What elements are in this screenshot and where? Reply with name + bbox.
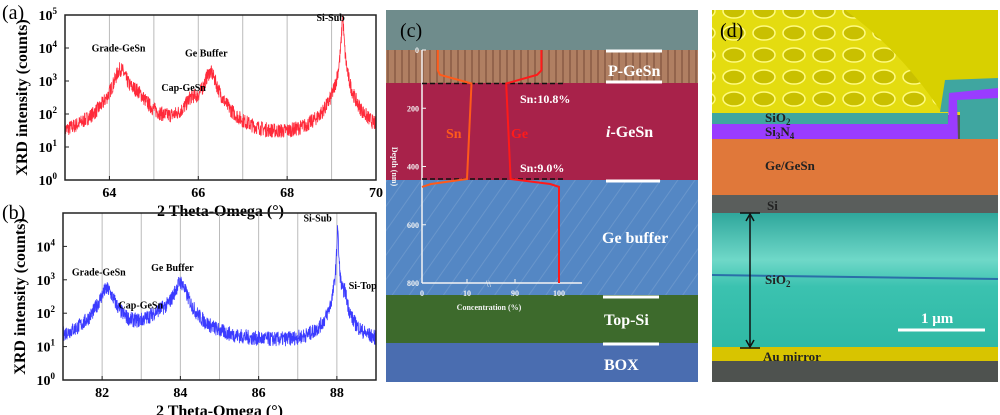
y-tick-label: 104 [39, 39, 58, 57]
peak-label: Si-Top [349, 281, 377, 292]
thickness-arrow [740, 212, 760, 349]
y-tick-label: 200 [407, 104, 419, 113]
layer-label-i-gesn: i-GeSn [606, 124, 653, 141]
y-tick-label: 103 [39, 72, 58, 90]
x-tick-label: 90 [511, 289, 519, 298]
peak-label: Si-Sub [316, 13, 345, 24]
y-tick-label: 105 [39, 6, 58, 24]
layer-au-mirror [712, 347, 998, 361]
peak-label: Cap-GeSn [119, 300, 164, 311]
x-tick-label: 86 [252, 386, 266, 401]
peak-label: Grade-GeSn [92, 44, 146, 55]
y-tick-label: 102 [37, 304, 56, 322]
panel-label-c: (c) [400, 20, 422, 42]
series-label-sn: Sn [446, 127, 462, 142]
y-axis-title: XRD intensity (counts) [14, 19, 31, 175]
label-si: Si [767, 198, 778, 213]
y-tick-label: 103 [37, 271, 56, 289]
plot-frame [62, 212, 377, 381]
label-si3n4: Si3N4 [765, 124, 795, 141]
peak-label: Ge Buffer [185, 49, 228, 60]
label-sio2-top: SiO2 [765, 110, 791, 127]
layer-ge-gesn [712, 139, 998, 195]
x-axis-title: 2 Theta-Omega (°) [157, 203, 284, 220]
panel-label-d: (d) [720, 20, 743, 42]
profile-ge [505, 50, 560, 283]
plot-frame [64, 14, 377, 181]
xrd-curve [64, 14, 377, 138]
layer-label-ge-buffer: Ge buffer [602, 230, 668, 247]
x-tick-label: 84 [173, 386, 187, 401]
panel-label-a: (a) [2, 2, 24, 24]
x-axis-title: Concentration (%) [457, 303, 522, 312]
profile-sn [421, 50, 473, 188]
peak-label: Ge Buffer [151, 263, 194, 274]
peak-label: Cap-GeSn [161, 83, 206, 94]
y-tick-label: 600 [407, 221, 419, 230]
axis-break: \\ [486, 279, 492, 289]
x-tick-label: 88 [330, 386, 344, 401]
layer-label-top-si: Top-Si [604, 312, 649, 329]
layer-top-background [386, 10, 698, 50]
layer-box [386, 343, 698, 382]
x-tick-label: 0 [420, 289, 424, 298]
xrd-curve [62, 225, 377, 347]
x-axis-title: 2 Theta-Omega (°) [156, 403, 283, 415]
label-au-mirror: Au mirror [763, 349, 821, 364]
y-axis-title: Depth (nm) [390, 147, 399, 187]
peak-label: Si-Sub [303, 213, 332, 224]
series-label-ge: Ge [511, 127, 528, 142]
label-sio2: SiO2 [765, 272, 791, 289]
y-tick-label: 0 [415, 46, 419, 55]
layer-top-si [386, 295, 698, 343]
x-tick-label: 10 [463, 289, 471, 298]
annotation-sn-top: Sn:10.8% [520, 92, 570, 106]
y-tick-label: 100 [37, 371, 56, 389]
peak-label: Grade-GeSn [72, 268, 126, 279]
x-tick-label: 82 [95, 386, 109, 401]
y-tick-label: 800 [407, 279, 419, 288]
y-tick-label: 101 [39, 138, 58, 156]
x-tick-label: 64 [102, 186, 116, 201]
y-tick-label: 400 [407, 163, 419, 172]
y-tick-label: 100 [39, 171, 58, 189]
layer-sio2-top [712, 113, 948, 124]
layer-i-gesn [386, 83, 698, 180]
panel-a: (a) 64 66 68 70 100 101 102 103 104 105 2 Theta-Om… [2, 2, 383, 220]
panel-d: (d) SiO2 Si3N4 Ge/GeSn Si SiO2 Au mirror… [711, 10, 999, 382]
layer-label-box: BOX [604, 357, 639, 374]
panel-label-b: (b) [2, 202, 25, 224]
panel-b: (b) 82 84 86 88 100 101 102 103 104 2 Theta-Omega… [2, 202, 377, 415]
label-ge-gesn: Ge/GeSn [765, 158, 816, 173]
layer-label-p-gesn: P-GeSn [608, 63, 661, 80]
layer-si3n4 [712, 88, 998, 140]
scale-bar-label: 1 μm [921, 311, 954, 327]
x-tick-label: 68 [280, 186, 294, 201]
layer-sio2-box [712, 213, 998, 347]
panel-c: (c) P-GeSn i-GeSn Ge buffer Top-Si BOX \… [386, 10, 698, 382]
x-tick-label: 70 [369, 186, 383, 201]
x-tick-label: 100 [553, 289, 565, 298]
y-tick-label: 104 [37, 237, 56, 255]
annotation-sn-bottom: Sn:9.0% [520, 161, 564, 175]
y-tick-label: 101 [37, 338, 56, 356]
y-axis-title: XRD intensity (counts) [12, 218, 29, 374]
x-tick-label: 66 [191, 186, 205, 201]
layer-si [712, 195, 998, 213]
y-tick-label: 102 [39, 105, 58, 123]
